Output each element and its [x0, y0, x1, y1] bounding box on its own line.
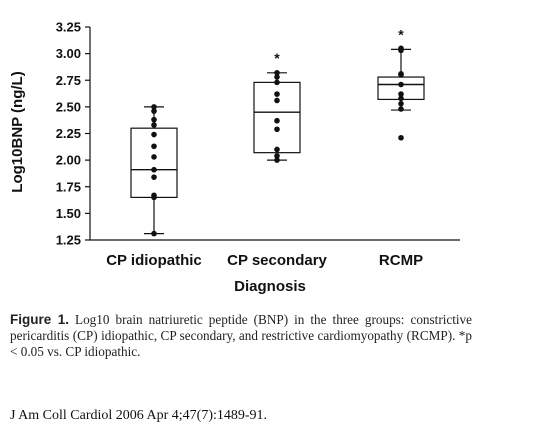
- y-tick-label: 2.50: [56, 99, 81, 114]
- y-axis: 1.25 1.50 1.75 2.00 2.25 2.50 2.75 3.00 3.25: [56, 20, 460, 248]
- data-point: [151, 131, 157, 138]
- data-point: [274, 97, 280, 104]
- box-plot: 1.251.501.752.002.252.502.753.003.25 ** …: [9, 20, 460, 295]
- y-tick-label: 2.75: [56, 73, 81, 88]
- x-category-labels: CP idiopathic CP secondary RCMP: [106, 252, 423, 269]
- data-point: [151, 154, 157, 160]
- y-tick-label: 1.75: [56, 179, 81, 194]
- data-point: [151, 230, 157, 237]
- data-point: [398, 81, 404, 88]
- x-axis-title: Diagnosis: [234, 278, 306, 295]
- data-point: [274, 91, 280, 97]
- data-point: [151, 108, 157, 114]
- data-point: [151, 143, 157, 150]
- x-category-label: RCMP: [379, 252, 423, 269]
- data-point: [398, 106, 404, 112]
- citation: J Am Coll Cardiol 2006 Apr 4;47(7):1489-…: [10, 408, 268, 423]
- data-point: [274, 74, 280, 80]
- box-iqr: [130, 127, 178, 199]
- box-group: *: [253, 50, 301, 163]
- y-tick-label: 3.00: [56, 46, 81, 61]
- y-tick-label: 3.25: [56, 20, 81, 35]
- data-point: [274, 117, 280, 124]
- data-point: [151, 116, 157, 123]
- box-groups: **: [130, 26, 425, 237]
- data-point: [151, 166, 157, 173]
- y-tick-label: 1.25: [56, 233, 81, 248]
- data-point: [398, 91, 404, 97]
- x-category-label: CP secondary: [227, 252, 327, 269]
- data-point: [398, 95, 404, 102]
- data-point: [398, 100, 404, 107]
- y-tick-label: 2.00: [56, 153, 81, 168]
- y-tick-label: 2.25: [56, 126, 81, 141]
- data-point: [151, 104, 157, 110]
- y-axis-title: Log10BNP (ng/L): [9, 71, 26, 192]
- caption-text: Log10 brain natriuretic peptide (BNP) in…: [10, 312, 473, 359]
- data-point: [274, 157, 280, 163]
- data-point: [398, 134, 404, 141]
- x-category-label: CP idiopathic: [106, 252, 202, 269]
- data-point: [151, 122, 157, 128]
- data-point: [398, 45, 404, 52]
- significance-marker: *: [274, 50, 280, 66]
- figure-caption: Figure 1. Log10 brain natriuretic peptid…: [10, 312, 472, 360]
- data-point: [274, 153, 280, 159]
- data-point: [398, 71, 404, 77]
- data-point: [151, 174, 157, 180]
- significance-marker: *: [398, 26, 404, 42]
- data-point: [274, 79, 280, 86]
- data-point: [274, 126, 280, 133]
- data-point: [274, 146, 280, 153]
- box-group: [130, 104, 178, 237]
- data-point: [274, 69, 280, 76]
- y-tick-label: 1.50: [56, 206, 81, 221]
- box-group: *: [377, 26, 425, 141]
- figure-label: Figure 1.: [10, 312, 69, 327]
- data-point: [151, 192, 157, 199]
